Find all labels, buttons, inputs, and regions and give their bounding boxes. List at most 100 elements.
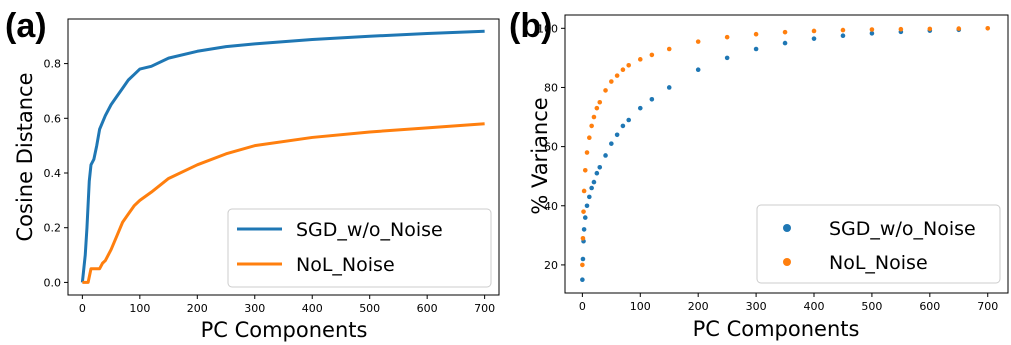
panel-b-plot-area (580, 26, 991, 282)
panel-b-legend: SGD_w/o_Noise NoL_Noise (756, 204, 1001, 284)
legend-marker-sgd (783, 224, 791, 232)
panel-a-plot-area (80, 29, 485, 284)
panel-a-axes-frame (67, 18, 500, 296)
legend-label-nol: NoL_Noise (296, 254, 395, 276)
panel-b-x-axis-title: PC Components (693, 317, 860, 341)
data-point (927, 26, 933, 32)
x-tick-label: 200 (688, 300, 709, 313)
x-tick-label: 100 (630, 300, 651, 313)
data-point (695, 67, 701, 73)
data-point (581, 209, 586, 214)
series-line-nol (82, 122, 485, 284)
x-tick-label: 600 (417, 302, 438, 315)
panel-a-x-axis-title: PC Components (201, 318, 368, 342)
data-point (695, 39, 701, 44)
x-tick-label: 500 (359, 302, 380, 315)
y-tick-label: 60 (544, 141, 558, 154)
data-point (626, 117, 631, 123)
data-point (869, 27, 875, 32)
data-point (597, 165, 603, 170)
data-point (581, 227, 587, 232)
panel-b-x-ticks: 0 100 200 300 400 500 600 700 (579, 293, 998, 313)
legend-label-nol: NoL_Noise (829, 252, 928, 274)
y-tick-label: 0.8 (44, 58, 62, 71)
legend-label-sgd: SGD_w/o_Noise (829, 218, 976, 240)
x-tick-label: 300 (244, 302, 265, 315)
x-tick-label: 400 (302, 302, 323, 315)
data-point (591, 179, 597, 185)
data-point (603, 88, 608, 93)
data-point (581, 188, 587, 194)
x-tick-label: 500 (861, 300, 882, 313)
data-point (589, 185, 594, 191)
data-point (782, 40, 788, 46)
data-point (580, 235, 586, 241)
y-tick-label: 0.6 (44, 112, 62, 125)
data-point (584, 150, 590, 155)
x-tick-label: 0 (579, 300, 586, 313)
x-tick-label: 700 (977, 300, 998, 313)
panel-b-axes-frame (564, 14, 1009, 294)
data-point (620, 123, 626, 129)
x-tick-label: 200 (187, 302, 208, 315)
panel-a-legend: SGD_w/o_Noise NoL_Noise (227, 208, 492, 288)
data-point (811, 36, 817, 41)
data-point (580, 277, 585, 282)
data-point (649, 96, 655, 102)
series-points-sgd (580, 27, 962, 282)
y-tick-label: 20 (544, 259, 558, 272)
data-point (609, 141, 614, 146)
data-point (587, 135, 592, 141)
panel-a-legend-frame (227, 208, 492, 288)
data-point (584, 203, 590, 209)
data-point (614, 132, 620, 138)
data-point (594, 170, 600, 176)
y-tick-label: 40 (544, 200, 558, 213)
panel-b-legend-frame (756, 204, 1001, 284)
data-point (666, 46, 672, 52)
data-point (637, 57, 643, 62)
data-point (589, 123, 594, 129)
data-point (587, 194, 592, 200)
data-point (614, 73, 620, 78)
data-point (840, 33, 846, 38)
x-tick-label: 100 (129, 302, 150, 315)
data-point (594, 105, 600, 111)
y-tick-label: 80 (544, 81, 558, 94)
data-point (580, 262, 585, 268)
y-tick-label: 100 (537, 22, 558, 35)
series-line-sgd (80, 29, 485, 283)
data-point (753, 31, 759, 37)
data-point (582, 167, 588, 173)
data-point (753, 46, 759, 52)
panel-b-y-axis-title: % Variance (528, 97, 552, 214)
data-point (626, 62, 631, 68)
x-tick-label: 300 (746, 300, 767, 313)
data-point (591, 114, 597, 120)
data-point (649, 52, 655, 58)
series-points-nol (580, 26, 991, 268)
legend-marker-nol (783, 258, 791, 266)
data-point (582, 215, 588, 220)
x-tick-label: 700 (474, 302, 495, 315)
x-tick-label: 400 (804, 300, 825, 313)
data-point (811, 28, 817, 34)
data-point (637, 105, 643, 111)
y-tick-label: 0.4 (44, 167, 62, 180)
data-point (898, 26, 904, 32)
data-point (840, 27, 846, 33)
panel-a-label: (a) (5, 7, 47, 45)
y-tick-label: 0.0 (44, 276, 62, 289)
data-point (724, 34, 730, 40)
data-point (580, 256, 586, 262)
y-tick-label: 0.2 (44, 222, 62, 235)
data-point (666, 85, 672, 90)
data-point (782, 29, 788, 35)
panel-a: (a) 0 100 200 300 400 500 600 700 0.0 0.2 0.4 0.6 0… (5, 7, 500, 342)
panel-b: (b) 0 100 200 300 400 500 600 700 20 40 60 80 100 P… (509, 7, 1009, 341)
x-tick-label: 0 (79, 302, 86, 315)
legend-label-sgd: SGD_w/o_Noise (296, 219, 443, 241)
panel-b-label: (b) (509, 7, 552, 45)
data-point (609, 79, 614, 84)
